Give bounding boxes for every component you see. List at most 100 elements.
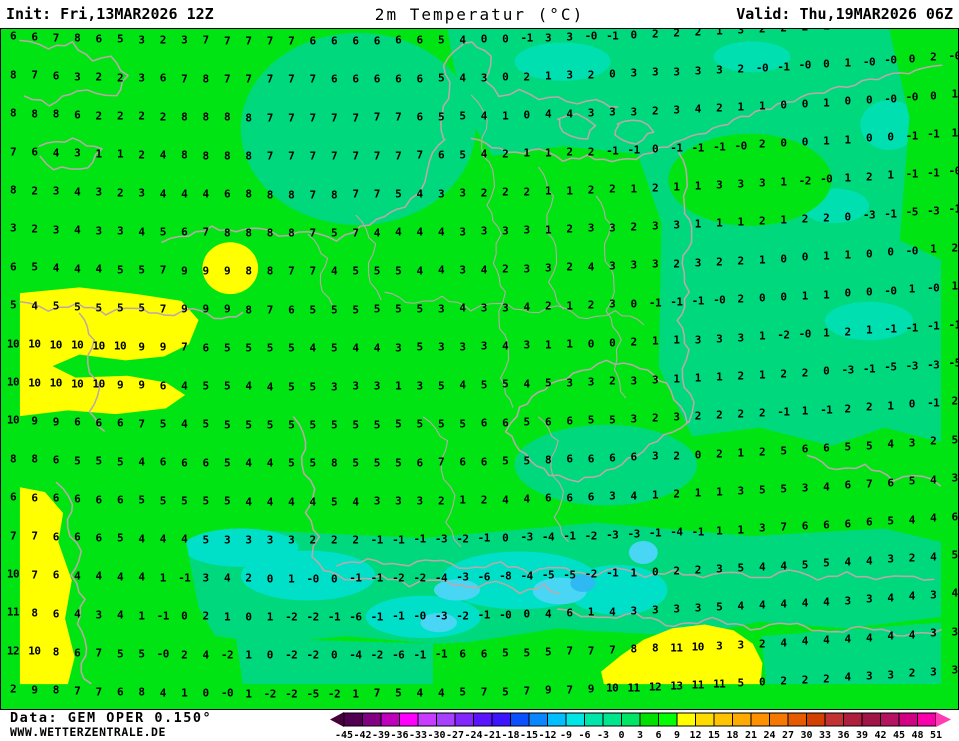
grid-temperature-value: 8 <box>138 685 145 699</box>
grid-temperature-value: 1 <box>758 253 766 267</box>
grid-temperature-value: 7 <box>373 149 381 163</box>
grid-temperature-value: 6 <box>159 71 167 85</box>
grid-temperature-value: 7 <box>31 68 38 82</box>
grid-temperature-value: 7 <box>288 111 295 125</box>
grid-temperature-value: 0 <box>502 32 509 46</box>
grid-temperature-value: 3 <box>138 71 145 85</box>
grid-temperature-value: -3 <box>434 609 448 623</box>
temp-contour-patch <box>433 579 481 601</box>
grid-temperature-value: 9 <box>31 683 38 697</box>
colorbar-tick-label: 3 <box>637 730 643 741</box>
grid-temperature-value: -0 <box>905 244 919 258</box>
grid-temperature-value: 7 <box>95 685 103 699</box>
grid-temperature-value: -1 <box>627 143 640 157</box>
grid-temperature-value: 6 <box>181 456 188 470</box>
country-border-line <box>557 608 942 637</box>
grid-temperature-value: 5 <box>74 300 81 314</box>
grid-temperature-value: 0 <box>523 607 531 621</box>
grid-temperature-value: 6 <box>202 456 210 470</box>
grid-temperature-value: 7 <box>52 31 60 45</box>
grid-temperature-value: -4 <box>434 571 448 585</box>
colorbar-cell <box>436 712 456 727</box>
grid-temperature-value: 1 <box>823 326 830 340</box>
grid-temperature-value: 5 <box>95 301 103 315</box>
grid-temperature-value: 3 <box>74 146 81 160</box>
grid-temperature-value: 6 <box>9 490 17 504</box>
grid-temperature-value: 3 <box>630 105 638 119</box>
grid-temperature-value: 9 <box>138 340 145 354</box>
colorbar-tick-label: -24 <box>464 730 482 741</box>
grid-temperature-value: 0 <box>181 609 188 623</box>
grid-temperature-value: 5 <box>416 302 424 316</box>
grid-temperature-value: 4 <box>930 550 937 564</box>
grid-temperature-value: 5 <box>309 418 317 432</box>
grid-temperature-value: 4 <box>352 495 359 509</box>
grid-temperature-value: 2 <box>245 571 252 585</box>
grid-temperature-value: 6 <box>437 148 445 162</box>
grid-temperature-value: -5 <box>563 568 576 582</box>
grid-temperature-value: 4 <box>844 632 852 646</box>
colorbar-cell <box>528 712 548 727</box>
grid-temperature-value: -2 <box>798 174 812 188</box>
grid-temperature-value: 10 <box>6 337 20 351</box>
grid-temperature-value: 2 <box>758 637 766 651</box>
colorbar-tick-label: 0 <box>618 730 624 741</box>
grid-temperature-value: 3 <box>609 297 616 311</box>
grid-temperature-value: -0 <box>584 29 598 43</box>
grid-temperature-value: -0 <box>948 164 958 178</box>
grid-temperature-value: -1 <box>927 396 940 410</box>
grid-temperature-value: 5 <box>330 418 338 432</box>
grid-temperature-value: 8 <box>245 303 252 317</box>
grid-temperature-value: 2 <box>630 335 638 349</box>
grid-temperature-value: -0 <box>884 92 897 106</box>
grid-temperature-value: 0 <box>866 28 872 29</box>
grid-temperature-value: 4 <box>138 532 145 546</box>
grid-temperature-value: 1 <box>908 282 916 296</box>
grid-temperature-value: 4 <box>116 608 124 622</box>
grid-temperature-value: 0 <box>801 250 809 264</box>
grid-temperature-value: 2 <box>758 137 766 151</box>
grid-temperature-value: 1 <box>844 133 852 147</box>
colorbar-cell <box>399 712 419 727</box>
grid-temperature-value: 2 <box>716 408 723 422</box>
grid-temperature-value: 3 <box>930 588 937 602</box>
grid-temperature-value: 3 <box>502 301 509 314</box>
grid-temperature-value: 4 <box>609 605 616 619</box>
grid-temperature-value: 3 <box>202 571 210 585</box>
grid-temperature-value: 1 <box>544 184 552 198</box>
grid-temperature-value: 5 <box>138 493 145 507</box>
grid-temperature-value: 5 <box>330 226 338 240</box>
grid-temperature-value: 4 <box>694 102 702 116</box>
grid-temperature-value: 5 <box>116 455 124 469</box>
colorbar-tick-label: -12 <box>538 730 556 741</box>
grid-temperature-value: 5 <box>395 187 402 201</box>
grid-temperature-value: 3 <box>609 221 616 235</box>
grid-temperature-value: 0 <box>780 136 787 150</box>
grid-temperature-value: 7 <box>31 568 38 582</box>
grid-temperature-value: 6 <box>330 72 338 86</box>
grid-temperature-value: 2 <box>908 666 916 680</box>
grid-temperature-value: 6 <box>223 187 231 201</box>
state-border-line <box>384 291 645 325</box>
colorbar-tick-label: -15 <box>520 730 538 741</box>
grid-temperature-value: 7 <box>266 111 274 125</box>
colorbar-tick-label: 51 <box>930 730 942 741</box>
grid-temperature-value: 3 <box>52 184 60 198</box>
footer-credits: Data: GEM OPER 0.150° WWW.WETTERZENTRALE… <box>10 711 212 739</box>
colorbar-cell <box>491 712 511 727</box>
grid-temperature-value: 3 <box>887 668 894 682</box>
grid-temperature-value: 2 <box>9 682 17 696</box>
grid-temperature-value: 6 <box>31 30 38 44</box>
grid-temperature-value: 1 <box>844 171 852 185</box>
grid-temperature-value: 9 <box>181 264 188 278</box>
colorbar-tick-label: -27 <box>446 730 464 741</box>
temp-contour-patch <box>236 637 433 685</box>
grid-temperature-value: 5 <box>202 379 210 393</box>
grid-temperature-value: 4 <box>544 607 552 621</box>
grid-temperature-value: 3 <box>437 187 445 201</box>
grid-temperature-value: 2 <box>181 648 188 662</box>
grid-temperature-value: 5 <box>202 533 210 547</box>
grid-temperature-value: -1 <box>905 321 919 335</box>
grid-temperature-value: 6 <box>31 491 38 505</box>
temp-contour-patch <box>420 613 457 633</box>
